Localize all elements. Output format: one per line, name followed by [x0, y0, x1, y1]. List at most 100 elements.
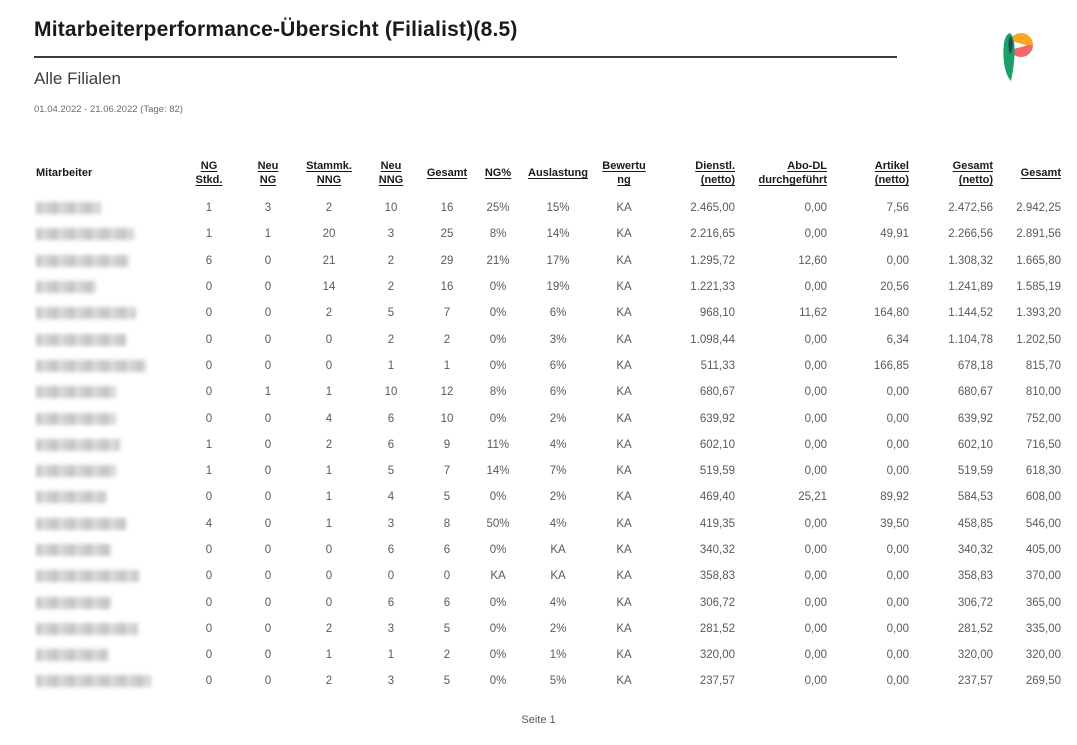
cell-stammk-nng: 1: [325, 517, 333, 530]
cell-gesamt-brutto: 405,00: [1025, 544, 1061, 556]
cell-neu-nng: 10: [384, 386, 398, 399]
cell-mitarbeiter: [34, 563, 179, 589]
column-header-line: durchgeführt: [758, 174, 827, 186]
cell-auslastung: 15%: [546, 202, 570, 215]
cell-artikel-netto: 0,00: [886, 570, 909, 583]
cell-auslastung: 19%: [546, 281, 570, 294]
cell-abo-dl: 0,00: [804, 202, 827, 215]
cell-stammk-nng: 0: [325, 570, 333, 583]
cell-ng-stkd: 1: [205, 228, 213, 241]
cell-bewertung: KA: [616, 307, 632, 320]
cell-auslastung: 3%: [549, 333, 567, 346]
cell-abo-dl: 0,00: [804, 359, 827, 372]
cell-gesamt-brutto: 716,50: [1025, 438, 1061, 451]
cell-mitarbeiter: [34, 274, 179, 300]
title-divider: [34, 56, 897, 58]
cell-dienstl-netto: 340,32: [699, 544, 735, 556]
cell-ng-stkd: 0: [205, 622, 213, 635]
cell-gesamt: 7: [443, 465, 451, 478]
cell-stammk-nng: 14: [322, 281, 336, 294]
cell-bewertung: KA: [616, 570, 632, 583]
cell-artikel-netto: 6,34: [886, 333, 909, 346]
cell-bewertung: KA: [616, 386, 632, 399]
cell-neu-ng: 0: [264, 517, 272, 530]
cell-neu-nng: 6: [387, 596, 395, 609]
cell-bewertung: KA: [616, 254, 632, 267]
cell-neu-nng: 6: [387, 438, 395, 451]
cell-abo-dl: 0,00: [804, 386, 827, 399]
redacted-employee-name: [36, 622, 138, 635]
cell-neu-nng: 2: [387, 281, 395, 294]
cell-artikel-netto: 0,00: [886, 438, 909, 451]
cell-neu-ng: 0: [264, 491, 272, 504]
cell-dienstl-netto: 237,57: [699, 675, 735, 688]
cell-auslastung: 6%: [549, 307, 567, 320]
cell-ng-stkd: 0: [205, 359, 213, 372]
column-header-line: (netto): [874, 174, 909, 186]
cell-dienstl-netto: 281,52: [699, 622, 735, 635]
cell-gesamt: 2: [443, 649, 451, 662]
cell-mitarbeiter: [34, 353, 179, 379]
cell-auslastung: 2%: [549, 622, 567, 635]
cell-ng-prozent: 0%: [489, 622, 507, 635]
cell-ng-prozent: 0%: [489, 359, 507, 372]
table-header-row: Mitarbeiter NG Stkd. Neu NG Stammk. NNG Neu NNG G…: [34, 155, 1063, 195]
column-header-neu-nng: Neu NNG: [361, 155, 421, 195]
cell-gesamt-netto: 2.472,56: [948, 202, 993, 215]
cell-auslastung: KA: [550, 544, 566, 556]
column-header-neu-ng: Neu NG: [239, 155, 297, 195]
cell-stammk-nng: 2: [325, 622, 333, 635]
cell-ng-prozent: 8%: [489, 386, 507, 399]
column-header-dienstl-netto: Dienstl. (netto): [655, 155, 737, 195]
redacted-employee-name: [36, 491, 106, 504]
cell-neu-ng: 0: [264, 281, 272, 294]
cell-gesamt-netto: 320,00: [957, 649, 993, 662]
table-row: 0 0 0 6 6 0% KA KA 340,32 0,00 0,00 340,32 405,00: [34, 537, 1063, 563]
table-row: 0 0 2 3 5 0% 5% KA 237,57 0,00 0,00 237,57 269,50: [34, 668, 1063, 694]
redacted-employee-name: [36, 281, 96, 294]
table-row: 0 0 2 5 7 0% 6% KA 968,10 11,62 164,80 1.144,52 1.39…: [34, 300, 1063, 326]
column-header-line: NNG: [316, 174, 342, 186]
cell-abo-dl: 0,00: [804, 570, 827, 583]
cell-gesamt-brutto: 320,00: [1025, 649, 1061, 662]
cell-neu-ng: 0: [264, 359, 272, 372]
column-header-line: Stkd.: [195, 174, 223, 186]
cell-artikel-netto: 0,00: [886, 465, 909, 478]
cell-ng-stkd: 0: [205, 307, 213, 320]
cell-gesamt-netto: 340,32: [957, 544, 993, 556]
cell-gesamt-netto: 1.308,32: [948, 254, 993, 267]
cell-artikel-netto: 0,00: [886, 544, 909, 556]
redacted-employee-name: [36, 675, 151, 688]
cell-dienstl-netto: 469,40: [699, 491, 735, 504]
cell-gesamt: 1: [443, 359, 451, 372]
cell-abo-dl: 0,00: [804, 622, 827, 635]
cell-artikel-netto: 7,56: [886, 202, 909, 215]
cell-ng-stkd: 0: [205, 412, 213, 425]
cell-artikel-netto: 89,92: [880, 491, 909, 504]
cell-auslastung: 6%: [549, 386, 567, 399]
cell-ng-prozent: 0%: [489, 333, 507, 346]
cell-gesamt-netto: 678,18: [957, 359, 993, 372]
cell-stammk-nng: 2: [325, 202, 333, 215]
cell-gesamt-netto: 1.241,89: [948, 281, 993, 294]
cell-neu-nng: 3: [387, 675, 395, 688]
cell-auslastung: 1%: [549, 649, 567, 662]
cell-neu-ng: 1: [264, 386, 272, 399]
column-header-line: Bewertu: [602, 159, 646, 172]
cell-bewertung: KA: [616, 649, 632, 662]
column-header-abo-dl: Abo-DL durchgeführt: [737, 155, 829, 195]
cell-gesamt-brutto: 1.585,19: [1016, 281, 1061, 294]
cell-gesamt-brutto: 370,00: [1025, 570, 1061, 583]
cell-auslastung: 17%: [546, 254, 570, 267]
cell-bewertung: KA: [616, 202, 632, 215]
column-header-line: Abo-DL: [787, 159, 827, 172]
cell-neu-nng: 0: [387, 570, 395, 583]
cell-ng-prozent: 21%: [486, 254, 510, 267]
cell-gesamt: 5: [443, 622, 451, 635]
cell-ng-prozent: 0%: [489, 544, 507, 556]
cell-abo-dl: 25,21: [798, 491, 827, 504]
cell-ng-stkd: 0: [205, 649, 213, 662]
cell-neu-nng: 2: [387, 333, 395, 346]
cell-mitarbeiter: [34, 642, 179, 668]
